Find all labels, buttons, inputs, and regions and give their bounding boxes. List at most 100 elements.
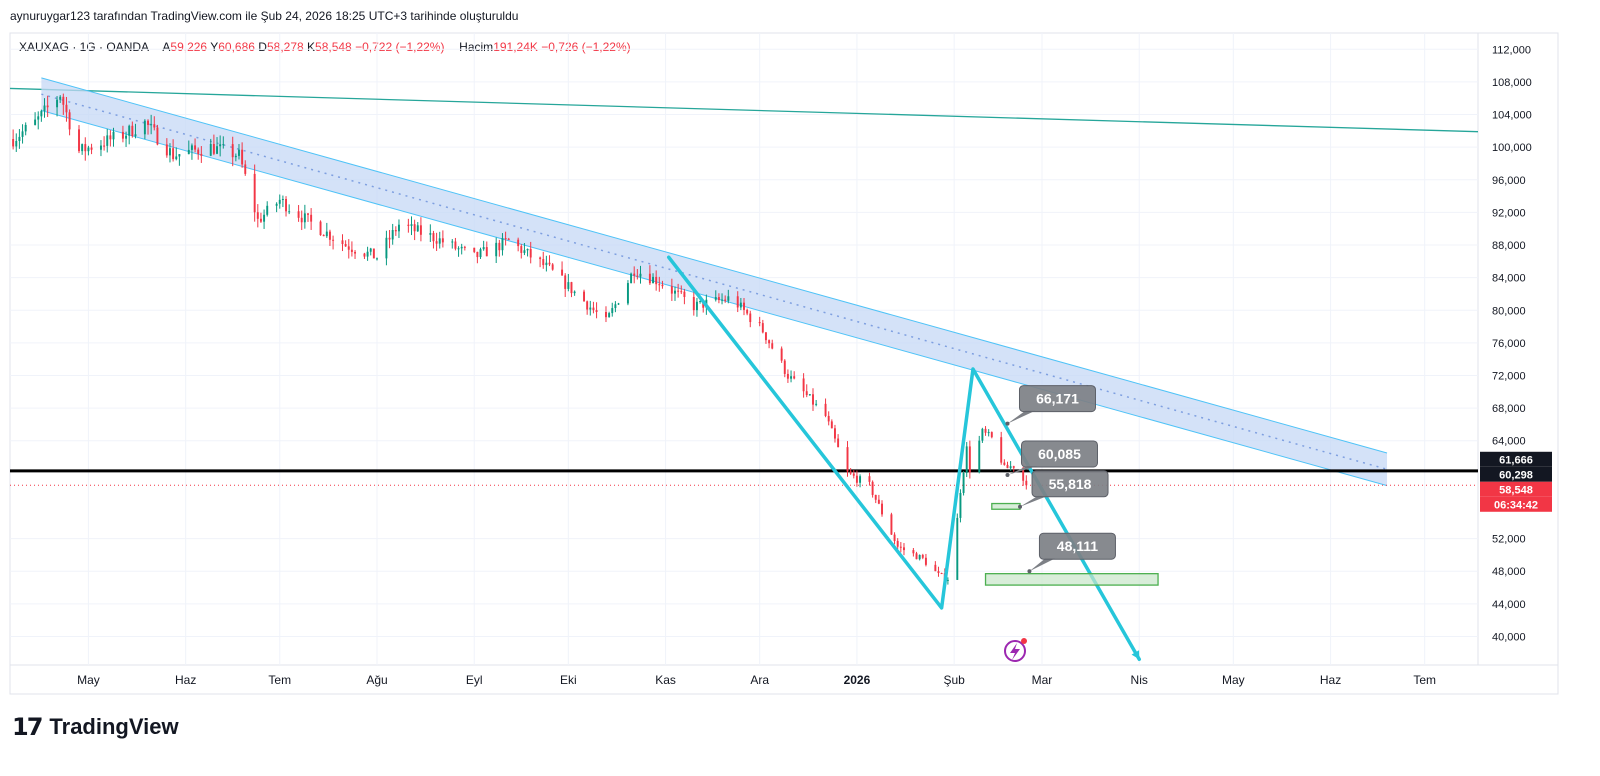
long-trendline[interactable] (9, 87, 1479, 133)
candle-body (805, 391, 808, 396)
candle-body (43, 105, 46, 111)
price-callout[interactable]: 48,111 (1027, 532, 1116, 574)
candle-body (473, 247, 476, 252)
candle-body (1000, 437, 1003, 463)
candle-body (147, 120, 149, 125)
candle-body (325, 231, 328, 237)
price-axis-label: 06:34:42 (1494, 499, 1538, 511)
candle-body (222, 144, 225, 146)
candle-body (59, 96, 62, 100)
candle-body (68, 112, 71, 130)
candle-body (758, 322, 761, 324)
candle-body (266, 205, 269, 215)
x-tick-label: Ara (750, 673, 769, 687)
candle-body (724, 299, 727, 301)
candle-body (156, 127, 159, 145)
candle-body (589, 307, 592, 310)
symbol-name[interactable]: XAUXAG · 1G · OANDA (19, 40, 149, 54)
candle-body (721, 299, 724, 301)
callout-anchor (1005, 421, 1010, 426)
candle-body (896, 540, 899, 547)
x-tick-label: Ağu (366, 673, 387, 687)
candle-body (956, 517, 959, 580)
candle-body (695, 301, 698, 311)
candle-body (924, 557, 927, 565)
candle-body (987, 432, 990, 434)
trend-channel[interactable] (41, 77, 1388, 486)
candle-body (300, 217, 303, 223)
callout-label: 60,085 (1038, 446, 1081, 462)
candle-body (714, 297, 717, 300)
price-callout[interactable]: 66,171 (1005, 385, 1096, 426)
candle-body (457, 248, 460, 250)
candle-body (539, 257, 542, 260)
candle-body (978, 440, 981, 473)
candle-body (103, 145, 106, 147)
x-tick-label: Tem (1413, 673, 1436, 687)
candle-body (915, 553, 918, 560)
candle-body (432, 233, 435, 242)
candle-body (297, 211, 300, 218)
callout-anchor (1027, 569, 1032, 574)
channel-bottom-line[interactable] (41, 109, 1388, 487)
candle-body (852, 473, 855, 476)
price-callout[interactable]: 55,818 (1018, 470, 1109, 509)
lightning-icon[interactable] (1004, 638, 1027, 662)
candle-body (871, 481, 874, 495)
candle-body (328, 231, 331, 240)
target-zone[interactable] (991, 502, 1021, 510)
candle-body (1022, 467, 1025, 481)
callout-anchor (1005, 472, 1010, 477)
candle-body (570, 282, 573, 294)
candle-body (363, 253, 366, 257)
candle-body (520, 246, 523, 253)
x-tick-label: May (77, 673, 100, 687)
candle-body (322, 235, 325, 237)
candle-body (630, 273, 633, 284)
candle-body (592, 307, 595, 311)
candle-body (824, 403, 827, 416)
candle-body (259, 218, 262, 222)
candle-body (912, 550, 915, 554)
price-axis-label: 58,548 (1499, 484, 1533, 496)
candle-body (815, 403, 818, 405)
price-axis-label: 60,298 (1499, 469, 1533, 481)
price-axis: 112,000 108,000 104,000 100,000 96,000 92,000… (1480, 44, 1552, 643)
candle-body (150, 124, 153, 126)
candle-body (498, 242, 501, 251)
candle-body (34, 119, 37, 125)
candle-body (893, 534, 896, 541)
candle-body (219, 144, 222, 147)
candle-body (990, 432, 993, 438)
candle-body (84, 144, 87, 152)
candle-body (344, 244, 347, 247)
target-zone[interactable] (984, 573, 1159, 586)
callout-label: 55,818 (1049, 476, 1092, 492)
candle-body (545, 262, 548, 266)
candle-body (385, 237, 388, 259)
y-tick-label: 108,000 (1492, 77, 1532, 89)
volume-value: 191,24K (493, 40, 538, 54)
candle-body (783, 360, 786, 374)
chart-attribution: aynuruygar123 tarafından TradingView.com… (10, 9, 519, 23)
candle-body (187, 149, 190, 155)
candle-body (808, 394, 811, 396)
candle-body (739, 302, 742, 308)
candle-body (109, 135, 112, 140)
candle-body (946, 579, 949, 581)
zigzag-pattern[interactable] (666, 255, 1141, 662)
candle-body (648, 273, 651, 284)
price-callout[interactable]: 60,085 (1005, 440, 1098, 477)
candle-body (633, 273, 636, 276)
candle-body (768, 340, 771, 344)
candle-body (407, 224, 410, 226)
candle-body (441, 238, 444, 243)
candle-body (454, 241, 457, 249)
candle-body (394, 230, 397, 232)
candle-body (727, 296, 730, 301)
candle-body (288, 211, 291, 213)
channel-top-line[interactable] (41, 77, 1388, 454)
tradingview-brand: 17 TradingView (12, 713, 179, 741)
candle-body (438, 238, 441, 244)
